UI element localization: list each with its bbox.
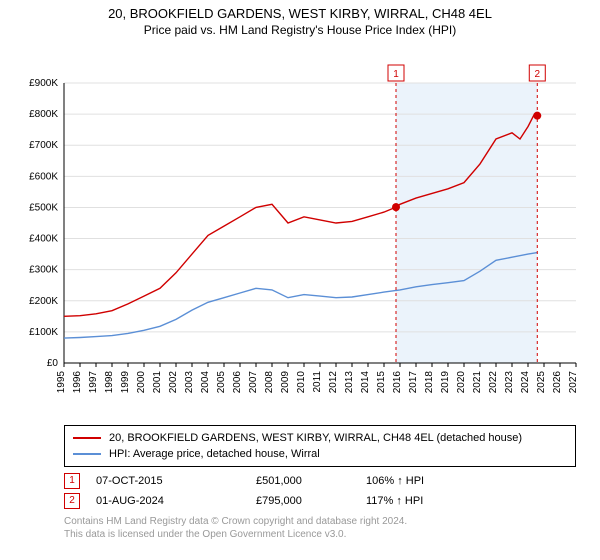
- marker-number: 1: [64, 473, 80, 489]
- legend: 20, BROOKFIELD GARDENS, WEST KIRBY, WIRR…: [64, 425, 576, 467]
- legend-label: 20, BROOKFIELD GARDENS, WEST KIRBY, WIRR…: [109, 432, 522, 444]
- svg-text:2008: 2008: [264, 371, 275, 394]
- svg-text:2001: 2001: [152, 371, 163, 394]
- footer-line: Contains HM Land Registry data © Crown c…: [64, 515, 576, 528]
- svg-text:£100K: £100K: [29, 327, 58, 338]
- svg-text:2021: 2021: [472, 371, 483, 394]
- marker-number: 2: [64, 493, 80, 509]
- marker-price: £795,000: [256, 495, 366, 507]
- marker-price: £501,000: [256, 475, 366, 487]
- svg-text:1995: 1995: [56, 371, 67, 394]
- legend-swatch: [73, 453, 101, 455]
- svg-text:£800K: £800K: [29, 109, 58, 120]
- svg-text:2007: 2007: [248, 371, 259, 394]
- page-title: 20, BROOKFIELD GARDENS, WEST KIRBY, WIRR…: [0, 6, 600, 21]
- svg-text:£400K: £400K: [29, 234, 58, 245]
- marker-pct: 106% ↑ HPI: [366, 475, 506, 487]
- marker-row: 1 07-OCT-2015£501,000106% ↑ HPI: [64, 471, 576, 491]
- svg-text:2017: 2017: [408, 371, 419, 394]
- svg-text:1: 1: [393, 69, 399, 80]
- svg-text:2027: 2027: [568, 371, 579, 394]
- marker-date: 01-AUG-2024: [96, 495, 256, 507]
- svg-text:2025: 2025: [536, 371, 547, 394]
- legend-label: HPI: Average price, detached house, Wirr…: [109, 448, 320, 460]
- svg-text:2018: 2018: [424, 371, 435, 394]
- svg-text:2000: 2000: [136, 371, 147, 394]
- svg-text:2006: 2006: [232, 371, 243, 394]
- svg-text:2022: 2022: [488, 371, 499, 394]
- legend-item: HPI: Average price, detached house, Wirr…: [73, 446, 567, 462]
- svg-text:2015: 2015: [376, 371, 387, 394]
- marker-date: 07-OCT-2015: [96, 475, 256, 487]
- legend-item: 20, BROOKFIELD GARDENS, WEST KIRBY, WIRR…: [73, 430, 567, 446]
- svg-text:2012: 2012: [328, 371, 339, 394]
- svg-text:2020: 2020: [456, 371, 467, 394]
- svg-text:2005: 2005: [216, 371, 227, 394]
- data-attribution: Contains HM Land Registry data © Crown c…: [64, 515, 576, 541]
- svg-text:£500K: £500K: [29, 202, 58, 213]
- svg-text:2011: 2011: [312, 371, 323, 393]
- svg-text:2002: 2002: [168, 371, 179, 394]
- svg-text:2019: 2019: [440, 371, 451, 394]
- svg-text:1997: 1997: [88, 371, 99, 394]
- svg-text:2016: 2016: [392, 371, 403, 394]
- svg-text:2010: 2010: [296, 371, 307, 394]
- legend-swatch: [73, 437, 101, 439]
- svg-text:2023: 2023: [504, 371, 515, 394]
- svg-text:£200K: £200K: [29, 296, 58, 307]
- svg-text:1996: 1996: [72, 371, 83, 394]
- svg-text:1998: 1998: [104, 371, 115, 394]
- svg-text:£300K: £300K: [29, 265, 58, 276]
- marker-table: 1 07-OCT-2015£501,000106% ↑ HPI 2 01-AUG-20…: [64, 471, 576, 511]
- svg-text:2014: 2014: [360, 371, 371, 394]
- svg-text:2024: 2024: [520, 371, 531, 394]
- svg-text:£600K: £600K: [29, 171, 58, 182]
- price-chart: £0 £100K £200K £300K £400K £500K £600K £700K £80…: [0, 37, 600, 417]
- footer-line: This data is licensed under the Open Gov…: [64, 528, 576, 541]
- page-subtitle: Price paid vs. HM Land Registry's House …: [0, 23, 600, 37]
- svg-text:2003: 2003: [184, 371, 195, 394]
- svg-text:2004: 2004: [200, 371, 211, 394]
- svg-text:2013: 2013: [344, 371, 355, 394]
- svg-text:2009: 2009: [280, 371, 291, 394]
- svg-text:£900K: £900K: [29, 78, 58, 89]
- marker-row: 2 01-AUG-2024£795,000117% ↑ HPI: [64, 491, 576, 511]
- svg-text:1999: 1999: [120, 371, 131, 394]
- svg-text:£0: £0: [47, 358, 59, 369]
- svg-text:2026: 2026: [552, 371, 563, 394]
- marker-pct: 117% ↑ HPI: [366, 495, 506, 507]
- svg-text:£700K: £700K: [29, 140, 58, 151]
- svg-text:2: 2: [534, 69, 540, 80]
